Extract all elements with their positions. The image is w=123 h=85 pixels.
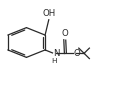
Text: OH: OH: [42, 9, 55, 18]
Text: O: O: [61, 29, 68, 38]
Text: N: N: [53, 49, 60, 58]
Text: O: O: [73, 49, 80, 58]
Text: H: H: [51, 58, 56, 64]
